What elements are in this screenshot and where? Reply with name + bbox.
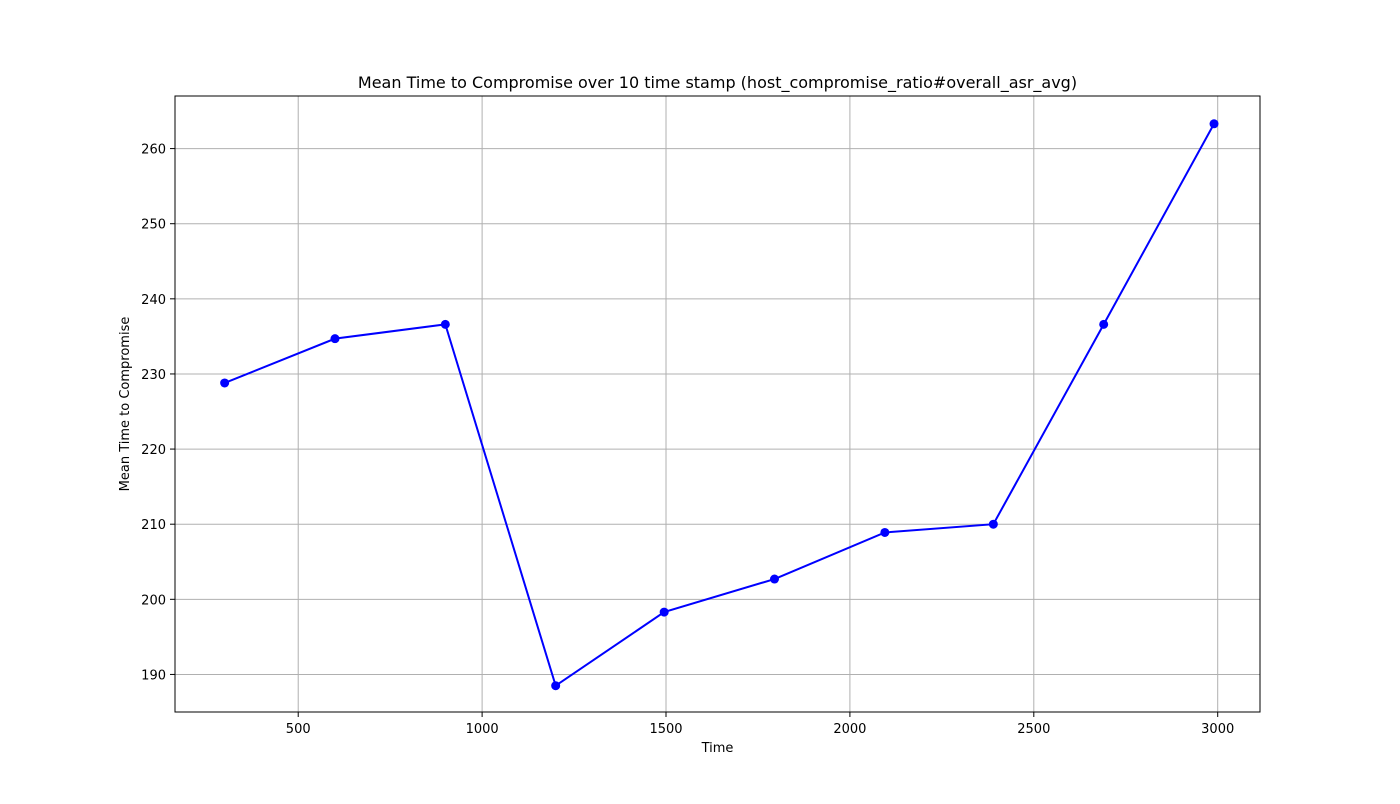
data-point [1099,319,1109,329]
y-tick-label: 200 [141,593,166,608]
data-point [1209,119,1219,129]
data-point [880,527,890,537]
data-point [330,334,340,344]
data-point [220,378,230,388]
series-layer [220,119,1219,691]
data-point [440,319,450,329]
tick-layer: 500 1000 1500 2000 2500 3000 190 200 210 220 230 24… [141,143,1234,737]
x-axis-label: Time [701,741,734,756]
y-tick-label: 230 [141,368,166,383]
y-axis-label: Mean Time to Compromise [118,317,133,492]
chart-title: Mean Time to Compromise over 10 time sta… [358,73,1077,93]
y-tick-label: 190 [141,668,166,683]
data-point [988,519,998,529]
y-tick-label: 220 [141,443,166,458]
x-tick-label: 2500 [1017,722,1050,737]
x-tick-label: 1000 [466,722,499,737]
y-tick-label: 210 [141,518,166,533]
y-tick-label: 260 [141,143,166,158]
x-tick-label: 500 [286,722,311,737]
data-point [659,607,669,617]
x-tick-label: 1500 [649,722,682,737]
series-line [224,123,1215,688]
x-tick-label: 2000 [833,722,866,737]
y-tick-label: 240 [141,293,166,308]
x-tick-label: 3000 [1201,722,1234,737]
y-tick-label: 250 [141,218,166,233]
data-point [770,574,780,584]
plot-area-frame [174,95,1261,713]
data-point [551,681,561,691]
grid-layer [175,96,1260,712]
